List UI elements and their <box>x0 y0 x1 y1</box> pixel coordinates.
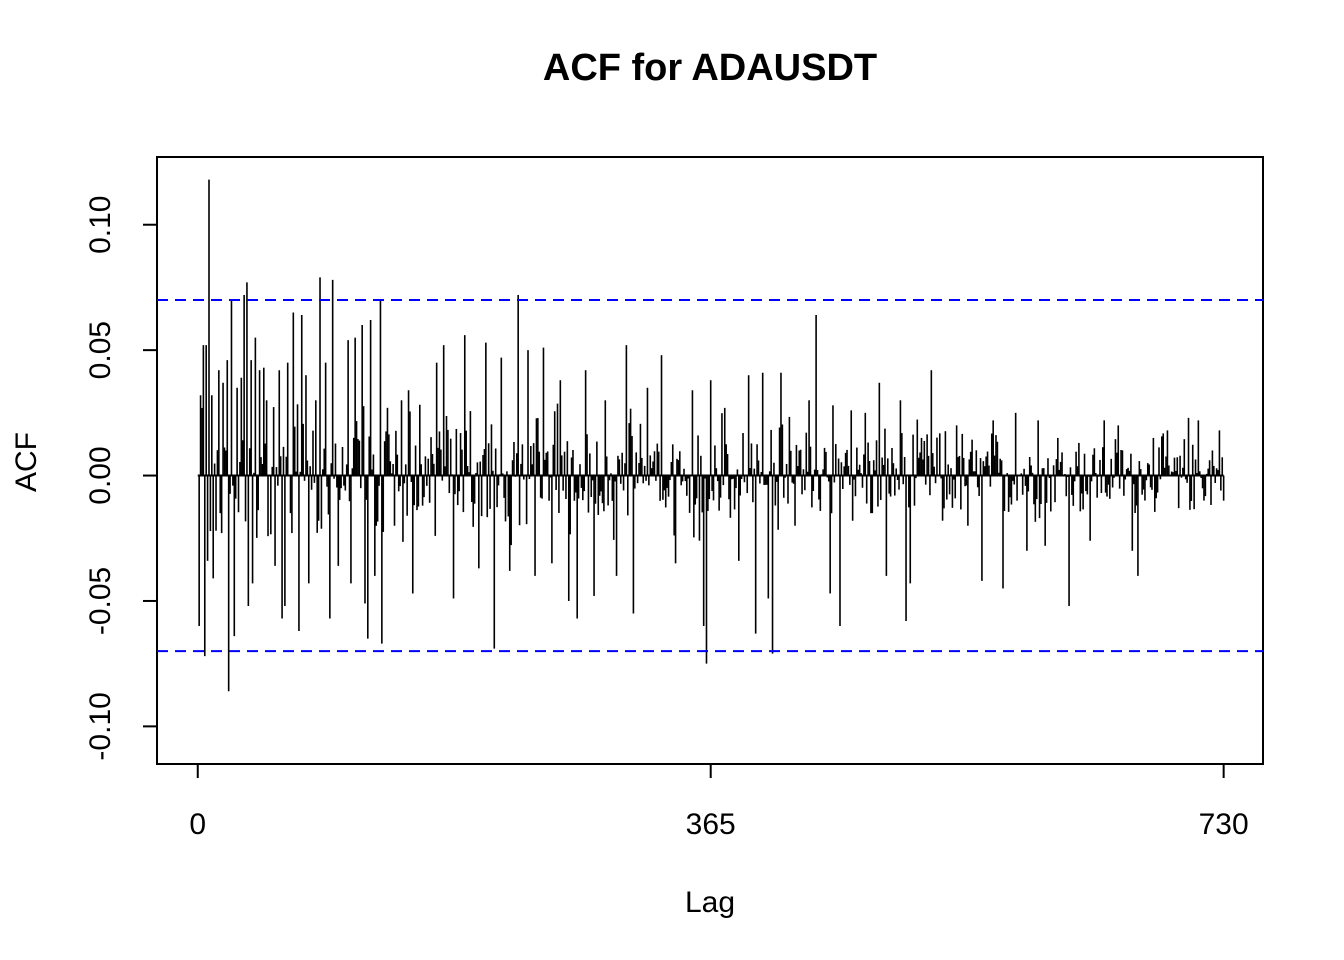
acf-bars <box>198 179 1225 692</box>
y-tick-label: 0.00 <box>84 446 117 504</box>
x-tick-label: 365 <box>686 808 736 841</box>
x-tick-label: 730 <box>1199 808 1249 841</box>
y-tick-label: 0.05 <box>84 321 117 379</box>
x-tick-label: 0 <box>189 808 206 841</box>
chart-title: ACF for ADAUSDT <box>543 47 877 89</box>
x-axis-label: Lag <box>685 886 735 919</box>
y-tick-label: -0.10 <box>84 692 117 760</box>
y-tick-label: 0.10 <box>84 196 117 254</box>
y-axis: -0.10 -0.05 0.00 0.05 0.10 <box>84 196 158 761</box>
y-axis-label: ACF <box>10 432 43 492</box>
x-axis: 0 365 730 <box>189 763 1249 841</box>
y-tick-label: -0.05 <box>84 567 117 635</box>
